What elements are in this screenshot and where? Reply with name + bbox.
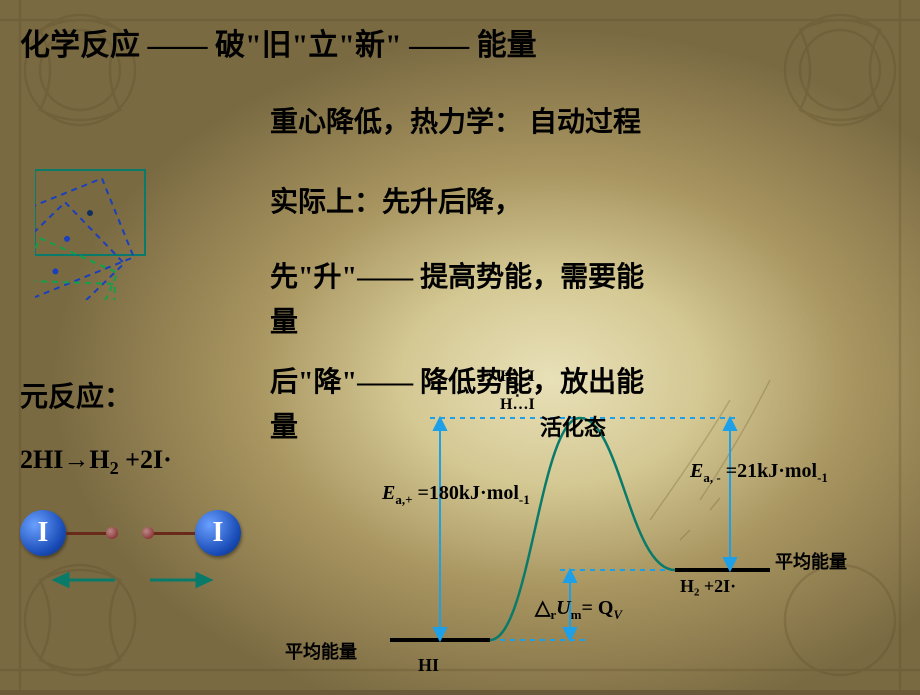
falling-box-diagram — [35, 140, 255, 300]
delta-u-label: △rUm= QV — [535, 595, 622, 623]
elementary-reaction-label: 元反应： — [20, 375, 132, 415]
product-label: H₂ +2I· — [680, 576, 736, 597]
slide-content: 化学反应 —— 破"旧"立"新" —— 能量 重心降低，热力学： 自动过程 实际… — [0, 0, 920, 690]
avg-energy-label-left: 平均能量 — [285, 638, 357, 664]
eq-sub: 2 — [110, 458, 119, 478]
dissociation-arrows — [20, 565, 250, 605]
body-line-3b: 量 — [270, 300, 298, 340]
body-line-1: 重心降低，热力学： 自动过程 — [270, 100, 641, 140]
body-line-4a: 后"降"—— 降低势能，放出能 — [270, 360, 644, 400]
energy-profile-diagram: Ea,+ =180kJ·mol-1 Ea, - =21kJ·mol-1 △rUm… — [330, 400, 900, 680]
h-atom-right — [142, 527, 154, 539]
slide-title: 化学反应 —— 破"旧"立"新" —— 能量 — [20, 20, 537, 64]
h-atom-left — [106, 527, 118, 539]
eq-suffix: +2I· — [119, 445, 172, 474]
avg-energy-label-right: 平均能量 — [775, 548, 847, 574]
activated-state-label: 活化态 — [540, 410, 606, 442]
reactant-hi-label: HI — [418, 655, 439, 676]
ea-reverse-label: Ea, - =21kJ·mol-1 — [690, 460, 828, 486]
eq-prefix: 2HI→H — [20, 445, 110, 474]
body-line-4b: 量 — [270, 405, 298, 445]
body-line-3a: 先"升"—— 提高势能，需要能 — [270, 255, 644, 295]
iodine-atom-left: I — [20, 510, 66, 556]
reaction-equation: 2HI→H2 +2I· — [20, 445, 172, 479]
hi-dissociation-diagram: I I — [20, 510, 250, 610]
activated-complex-structure: H…I ⋮ H…I — [500, 370, 535, 412]
iodine-atom-right: I — [195, 510, 241, 556]
ea-forward-label: Ea,+ =180kJ·mol-1 — [382, 482, 530, 508]
bond-left — [66, 532, 108, 535]
bond-right — [152, 532, 195, 535]
body-line-2: 实际上：先升后降， — [270, 180, 522, 220]
